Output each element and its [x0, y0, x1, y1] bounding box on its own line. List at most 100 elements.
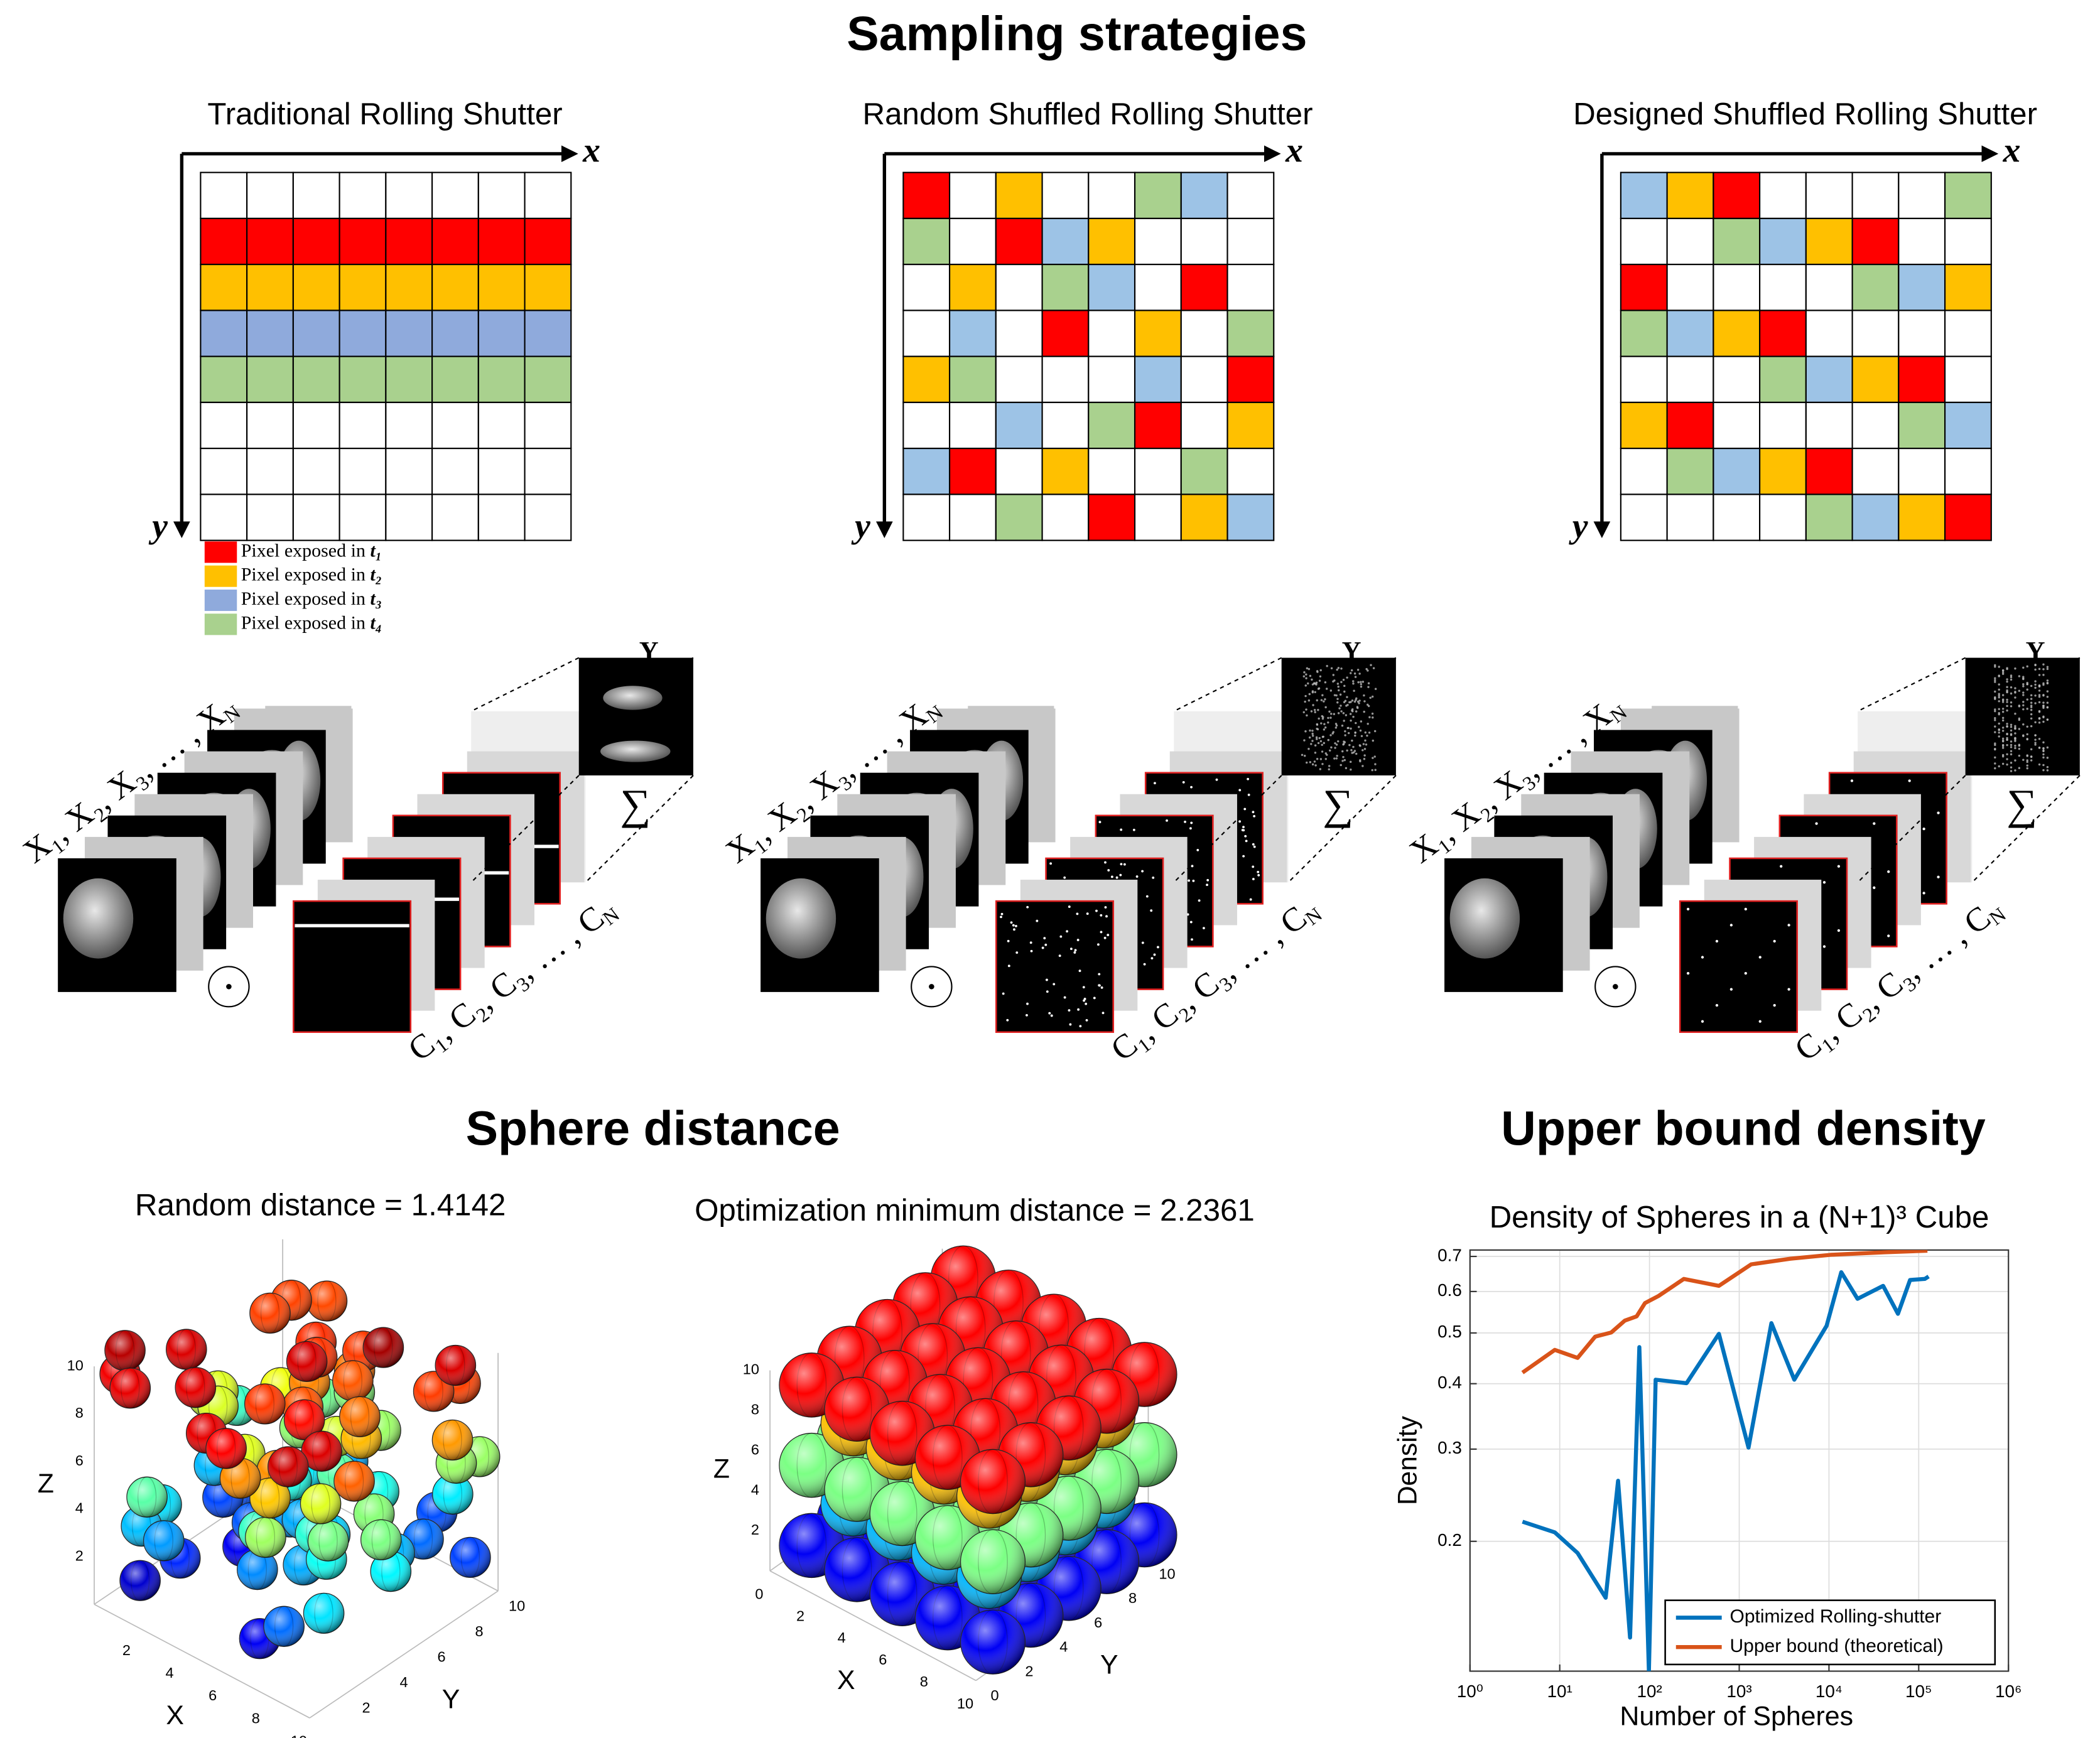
pixel-cell	[1806, 219, 1853, 264]
output-dot	[2042, 769, 2044, 771]
output-dot	[1340, 704, 1341, 706]
mask-dot	[1823, 881, 1826, 883]
legend-swatch	[205, 613, 237, 635]
output-dot	[1320, 758, 1322, 760]
output-dot	[1323, 728, 1325, 730]
output-dot	[1328, 765, 1330, 767]
output-dot	[1351, 699, 1353, 701]
output-dot	[2038, 689, 2040, 691]
output-dot	[2002, 701, 2004, 703]
output-dot	[1333, 713, 1335, 715]
x-tick-label: 6	[208, 1687, 217, 1703]
pixel-cell	[1042, 402, 1089, 448]
output-dot	[2027, 754, 2028, 756]
output-dot	[1352, 680, 1354, 682]
output-dot	[1351, 710, 1353, 711]
output-dot	[2030, 685, 2032, 687]
output-dot	[1304, 755, 1306, 757]
output-dot	[2047, 769, 2049, 771]
output-dot	[2030, 694, 2032, 696]
output-dot	[2042, 674, 2044, 676]
output-dot	[2027, 759, 2028, 761]
output-dot	[2018, 745, 2020, 747]
z-tick-label: 2	[751, 1521, 759, 1538]
output-image	[1282, 658, 1396, 775]
output-dot	[2006, 699, 2008, 701]
output-dot	[1338, 667, 1340, 669]
output-dot	[2006, 705, 2008, 707]
output-dot	[2034, 734, 2036, 736]
x-tick-label: 10¹	[1547, 1681, 1572, 1701]
pixel-cell	[525, 264, 571, 310]
mask-dot	[1252, 843, 1255, 846]
output-dot	[1372, 713, 1373, 715]
x-tick-label: 4	[838, 1629, 846, 1646]
output-dot	[1307, 748, 1309, 750]
pixel-cell	[293, 264, 340, 310]
pixel-cell	[293, 219, 340, 264]
y-tick-label: 0.5	[1437, 1322, 1462, 1341]
output-label: Y	[1342, 637, 1361, 666]
output-image	[1966, 658, 2080, 775]
sampling-panel: Traditional Rolling Shutterxy	[148, 97, 600, 546]
output-dot	[1359, 744, 1361, 746]
pixel-cell	[1853, 310, 1899, 356]
output-dot	[1373, 667, 1375, 669]
chart-title: Density of Spheres in a (N+1)³ Cube	[1490, 1201, 1989, 1234]
pixel-cell	[1667, 448, 1714, 494]
pixel-cell	[996, 264, 1042, 310]
output-dot	[2034, 680, 2036, 682]
sphere-shade	[961, 1610, 1026, 1674]
pixel-cell	[1667, 494, 1714, 540]
output-dot	[2030, 701, 2032, 703]
output-dot	[1375, 769, 1377, 771]
output-dot	[1355, 731, 1356, 733]
pixel-cell	[1806, 448, 1853, 494]
x-tick-label: 10⁰	[1457, 1681, 1483, 1701]
pixel-cell	[950, 173, 996, 219]
mask-dot	[1098, 973, 1100, 976]
output-dot	[1348, 732, 1350, 734]
output-dot	[1324, 698, 1326, 700]
mask-dot	[1097, 943, 1100, 946]
page: Sampling strategies Sphere distance Uppe…	[0, 0, 2100, 1738]
output-dot	[1326, 688, 1328, 689]
output-dot	[1309, 761, 1311, 763]
mask-dot	[1908, 779, 1911, 782]
output-dot	[2010, 766, 2012, 768]
output-dot	[1312, 735, 1314, 737]
pipeline: Y∑X₁, X₂, X₃, … , XNC₁, C₂, C₃, … , CN	[1402, 637, 2079, 1070]
output-dot	[1319, 768, 1321, 770]
output-dot	[1329, 750, 1331, 752]
pixel-cell	[1713, 357, 1760, 402]
output-dot	[1352, 683, 1354, 684]
output-dot	[1303, 739, 1305, 741]
mask-dot	[1247, 778, 1249, 780]
pixel-cell	[386, 219, 432, 264]
mask-dot	[1048, 1012, 1051, 1015]
sphere-shade	[144, 1521, 184, 1561]
mask-dot	[1152, 877, 1154, 879]
output-dot	[1321, 744, 1323, 746]
pixel-cell	[293, 448, 340, 494]
pixel-cell	[1621, 448, 1667, 494]
pixel-cell	[1945, 402, 1991, 448]
output-dot	[1335, 723, 1337, 725]
pixel-cell	[1042, 219, 1089, 264]
mask-dot	[1070, 947, 1073, 950]
mask-dot	[1000, 915, 1002, 918]
sphere-shade	[306, 1281, 347, 1321]
mask-dot	[1064, 996, 1066, 999]
x-axis-label: x	[1285, 132, 1303, 170]
mask-dot	[1095, 910, 1098, 912]
pixel-cell	[1853, 448, 1899, 494]
output-dot	[1323, 723, 1325, 725]
mask-dot	[1144, 963, 1146, 966]
pixel-cell	[1760, 402, 1806, 448]
output-dot	[1341, 750, 1343, 752]
sum-symbol: ∑	[2006, 780, 2037, 828]
output-dot	[1368, 705, 1370, 707]
output-dot	[1357, 681, 1359, 683]
mask-dot	[1046, 990, 1049, 993]
pixel-cell	[386, 448, 432, 494]
